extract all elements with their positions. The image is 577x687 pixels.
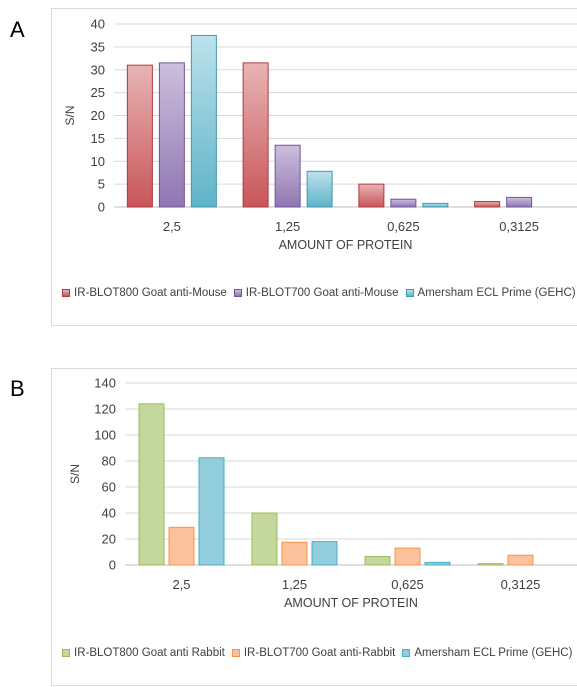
y-tick-label: 15 <box>91 131 105 146</box>
y-tick-label: 60 <box>102 480 116 495</box>
bar <box>474 201 501 208</box>
bar <box>190 34 217 208</box>
y-tick-label: 140 <box>94 376 116 391</box>
bar <box>422 202 449 208</box>
y-tick-label: 20 <box>91 108 105 123</box>
y-tick-label: 0 <box>98 200 105 215</box>
chart-b-legend: IR-BLOT800 Goat anti Rabbit IR-BLOT700 Go… <box>62 647 572 659</box>
legend-swatch <box>231 649 240 657</box>
bar <box>168 526 195 566</box>
x-tick-label: 0,3125 <box>501 577 541 592</box>
legend-item: IR-BLOT700 Goat anti-Mouse <box>233 287 399 299</box>
y-tick-label: 20 <box>102 532 116 547</box>
legend-swatch <box>233 289 242 297</box>
legend-item: IR-BLOT800 Goat anti-Mouse <box>62 287 227 299</box>
chart-a: 0 5 10 15 20 25 30 35 40 S/N 2,5 1,25 0,625 0,3125 AMO… <box>63 17 577 252</box>
bar <box>126 64 153 208</box>
legend-label: IR-BLOT800 Goat anti-Mouse <box>74 287 227 299</box>
panel-label-b: B <box>10 376 25 401</box>
legend-label: IR-BLOT700 Goat anti-Mouse <box>245 287 399 299</box>
x-tick-label: 2,5 <box>163 219 181 234</box>
chart-b: 0 20 40 60 80 100 120 140 S/N 2,5 1,25 0,625 0,3125 A… <box>68 376 577 610</box>
bar <box>274 144 301 208</box>
y-tick-label: 25 <box>91 85 105 100</box>
bar <box>311 541 338 566</box>
bar <box>358 183 385 208</box>
legend-item: IR-BLOT800 Goat anti Rabbit <box>62 647 225 659</box>
x-tick-label: 1,25 <box>282 577 307 592</box>
y-tick-label: 0 <box>109 558 116 573</box>
bar <box>158 62 185 208</box>
bar <box>424 561 451 566</box>
bar <box>477 563 504 566</box>
y-tick-label: 40 <box>91 17 105 32</box>
y-axis-title: S/N <box>63 105 77 125</box>
legend-label: IR-BLOT700 Goat anti-Rabbit <box>243 647 396 659</box>
bar <box>251 512 278 566</box>
bar <box>506 196 533 208</box>
y-tick-label: 80 <box>102 454 116 469</box>
panel-label-a: A <box>10 17 25 42</box>
bar <box>364 556 391 566</box>
chart-a-legend: IR-BLOT800 Goat anti-Mouse IR-BLOT700 Goa… <box>62 287 576 299</box>
x-tick-label: 0,3125 <box>499 219 539 234</box>
legend-label: Amersham ECL Prime (GEHC) <box>414 647 573 659</box>
y-axis-title: S/N <box>68 464 82 484</box>
bar <box>242 62 269 208</box>
chart-b-frame: 0 20 40 60 80 100 120 140 S/N 2,5 1,25 0,625 0,3125 A… <box>51 368 577 686</box>
legend-item: Amersham ECL Prime (GEHC) <box>405 287 576 299</box>
bar <box>281 541 308 566</box>
bar <box>394 547 421 566</box>
legend-item: Amersham ECL Prime (GEHC) <box>402 647 572 659</box>
legend-swatch <box>405 289 414 297</box>
y-tick-label: 100 <box>94 428 116 443</box>
legend-swatch <box>62 289 70 297</box>
legend-item: IR-BLOT700 Goat anti-Rabbit <box>231 647 396 659</box>
chart-a-frame: 0 5 10 15 20 25 30 35 40 S/N 2,5 1,25 0,625 0,3125 AMO… <box>51 8 577 326</box>
legend-label: IR-BLOT800 Goat anti Rabbit <box>74 647 225 659</box>
legend-label: Amersham ECL Prime (GEHC) <box>417 287 576 299</box>
bar <box>390 198 417 208</box>
x-axis-title: AMOUNT OF PROTEIN <box>279 238 413 252</box>
x-axis-title: AMOUNT OF PROTEIN <box>284 596 418 610</box>
legend-swatch <box>62 649 70 657</box>
y-tick-label: 120 <box>94 402 116 417</box>
x-tick-label: 0,625 <box>387 219 420 234</box>
y-tick-label: 10 <box>91 154 105 169</box>
bar <box>507 554 534 566</box>
legend-swatch <box>402 649 411 657</box>
x-tick-label: 1,25 <box>275 219 300 234</box>
y-tick-label: 30 <box>91 62 105 77</box>
bar <box>306 170 333 208</box>
x-tick-label: 2,5 <box>172 577 190 592</box>
y-tick-label: 5 <box>98 177 105 192</box>
y-tick-label: 35 <box>91 39 105 54</box>
bar <box>138 403 165 566</box>
bar <box>198 457 225 566</box>
y-tick-label: 40 <box>102 506 116 521</box>
x-tick-label: 0,625 <box>391 577 424 592</box>
